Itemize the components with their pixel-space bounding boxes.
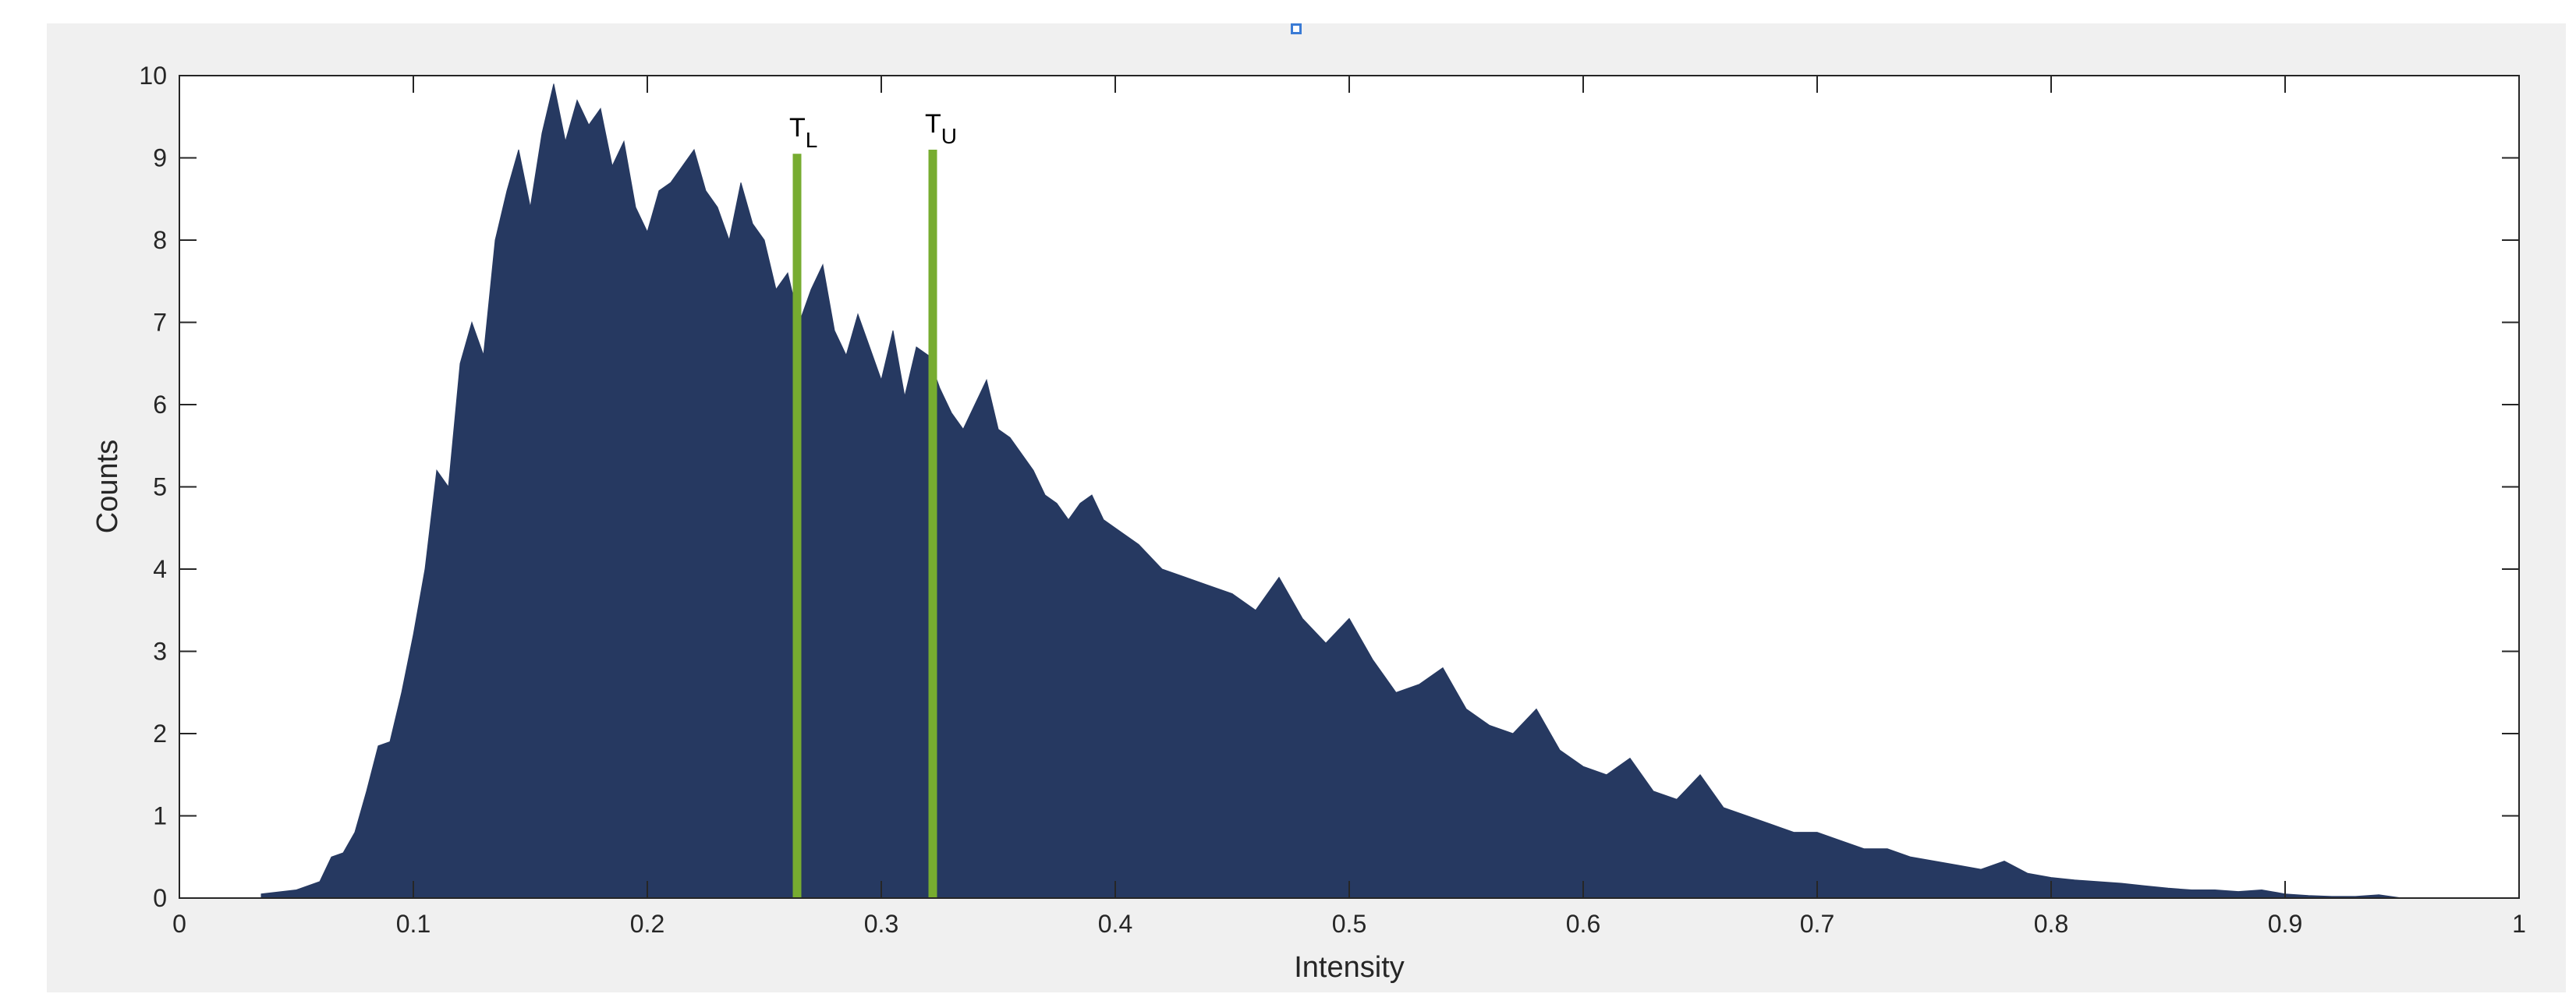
y-tick-label: 1	[153, 802, 167, 830]
x-tick-label: 0.4	[1098, 910, 1132, 938]
y-tick-label: 4	[153, 555, 167, 583]
y-tick-label: 6	[153, 391, 167, 419]
y-tick-label: 9	[153, 144, 167, 172]
x-tick-label: 0.7	[1800, 910, 1834, 938]
x-tick-label: 0.5	[1332, 910, 1366, 938]
x-tick-label: 1	[2512, 910, 2526, 938]
x-tick-label: 0.9	[2268, 910, 2302, 938]
y-axis-label: Counts	[91, 440, 124, 533]
y-tick-label: 8	[153, 226, 167, 254]
x-tick-label: 0.1	[396, 910, 431, 938]
x-tick-label: 0	[172, 910, 186, 938]
y-tick-label: 3	[153, 638, 167, 666]
selection-handle[interactable]	[1291, 23, 1302, 34]
x-tick-label: 0.8	[2034, 910, 2068, 938]
y-tick-label: 10	[139, 62, 167, 90]
y-tick-label: 7	[153, 309, 167, 337]
x-tick-label: 0.3	[864, 910, 898, 938]
y-tick-label: 0	[153, 884, 167, 912]
y-tick-label: 2	[153, 720, 167, 748]
y-tick-label: 5	[153, 473, 167, 501]
x-axis-label: Intensity	[1294, 951, 1405, 984]
x-tick-label: 0.6	[1566, 910, 1600, 938]
x-tick-label: 0.2	[630, 910, 664, 938]
axes: 0 0.1 0.2 0.3 0.4 0.5 0.6 0.7 0.8 0.9 101234567891…	[139, 62, 2525, 938]
